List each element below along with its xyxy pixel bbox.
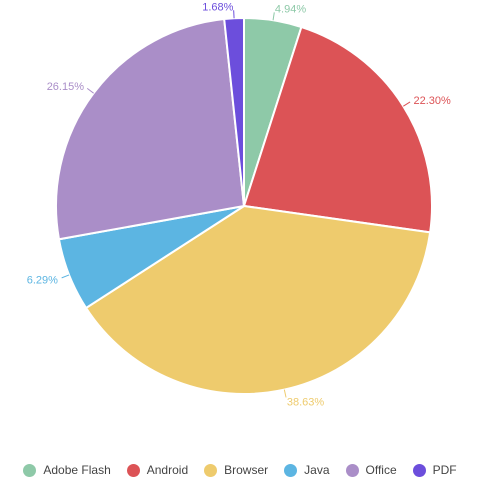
- data-label-browser: 38.63%: [287, 396, 325, 408]
- data-label-pdf: 1.68%: [202, 1, 233, 13]
- pie-chart: 4.94% 22.30% 38.63% 6.29% 26.15% 1.68%: [27, 1, 451, 408]
- legend-label: PDF: [432, 463, 457, 477]
- pie-slice-office: [55, 17, 246, 241]
- legend-swatch-java: [284, 463, 298, 477]
- leader-line-android: [403, 101, 411, 107]
- legend-label: Android: [146, 463, 189, 477]
- legend-swatch-adobe-flash: [23, 463, 37, 477]
- legend-item-adobe-flash: Adobe Flash: [23, 463, 111, 477]
- leader-line-office: [86, 87, 94, 94]
- leader-line-browser: [283, 389, 287, 398]
- legend: Adobe Flash Android Browser Java Office PDF: [0, 460, 480, 480]
- data-label-adobe-flash: 4.94%: [275, 3, 306, 15]
- pie-slice-pdf: [223, 16, 245, 207]
- legend-swatch-android: [126, 463, 140, 477]
- legend-label: Adobe Flash: [43, 463, 111, 477]
- legend-label: Java: [304, 463, 330, 477]
- legend-item-java: Java: [284, 463, 330, 477]
- data-label-android: 22.30%: [413, 95, 451, 107]
- legend-swatch-pdf: [412, 463, 426, 477]
- legend-label: Office: [365, 463, 397, 477]
- leader-line-java: [61, 274, 70, 279]
- legend-swatch-browser: [204, 463, 218, 477]
- legend-item-pdf: PDF: [412, 463, 457, 477]
- data-label-java: 6.29%: [27, 274, 58, 286]
- legend-item-android: Android: [126, 463, 189, 477]
- legend-item-browser: Browser: [204, 463, 268, 477]
- legend-label: Browser: [224, 463, 269, 477]
- legend-swatch-office: [345, 463, 359, 477]
- legend-item-office: Office: [345, 463, 397, 477]
- data-label-office: 26.15%: [47, 81, 85, 93]
- leader-line-adobe-flash: [272, 12, 275, 21]
